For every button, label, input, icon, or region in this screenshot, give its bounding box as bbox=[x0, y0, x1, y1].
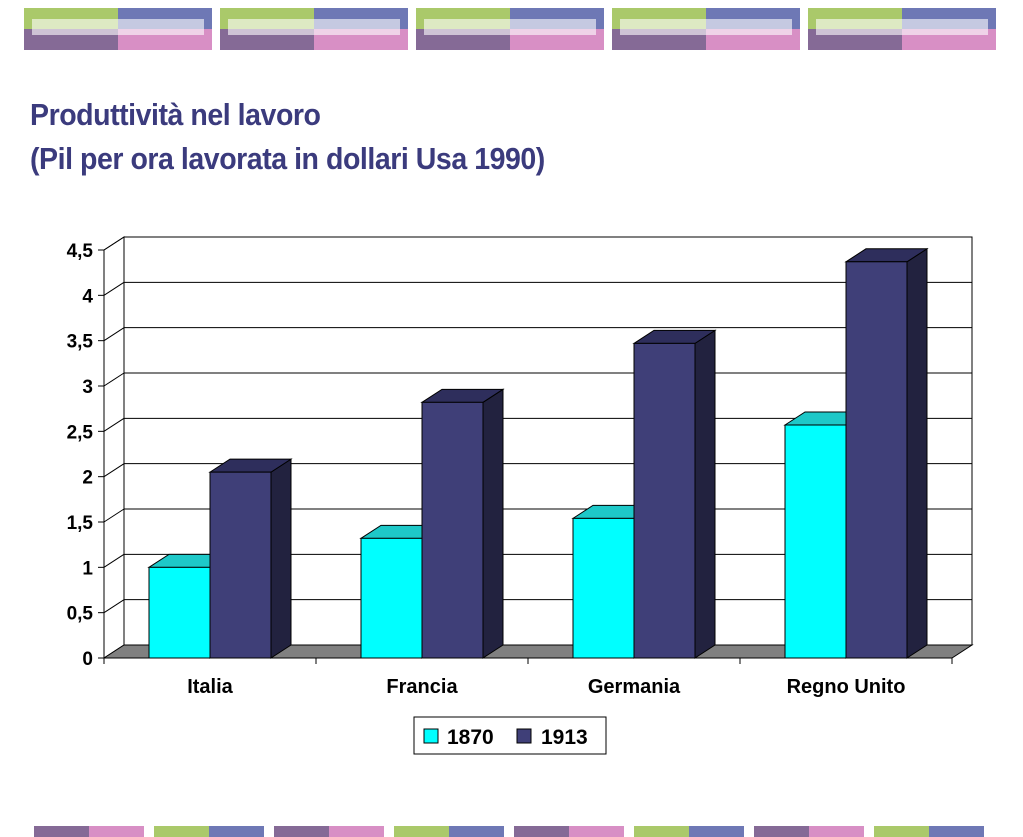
band-highlight bbox=[424, 19, 596, 36]
gridline-side bbox=[103, 281, 125, 296]
y-tick-label: 1,5 bbox=[67, 513, 94, 534]
band-segment bbox=[809, 826, 864, 837]
band-segment bbox=[754, 826, 809, 837]
bar-front bbox=[633, 342, 696, 659]
x-tick-label: Germania bbox=[588, 676, 681, 698]
band-segment bbox=[514, 826, 569, 837]
y-tick-label: 3,5 bbox=[67, 332, 94, 353]
title-line-1: Produttività nel lavoro bbox=[30, 97, 321, 132]
x-tick-label: Regno Unito bbox=[787, 676, 906, 698]
bar-side bbox=[906, 247, 928, 659]
gridline-side bbox=[103, 553, 125, 568]
bar-1913-francia bbox=[420, 388, 505, 659]
chart-left-wall bbox=[103, 236, 125, 659]
gridline-side bbox=[103, 599, 125, 614]
bar-front bbox=[360, 537, 423, 659]
band-segment bbox=[689, 826, 744, 837]
x-tick-label: Italia bbox=[187, 676, 233, 698]
band-segment bbox=[89, 826, 144, 837]
gridline-side bbox=[103, 236, 125, 251]
y-tick-label: 0,5 bbox=[67, 604, 94, 625]
bars bbox=[147, 247, 929, 659]
y-tick-label: 3 bbox=[82, 377, 93, 398]
legend-swatch-1913 bbox=[516, 728, 532, 744]
band-segment bbox=[929, 826, 984, 837]
band-highlight bbox=[228, 19, 400, 36]
y-tick-label: 4,5 bbox=[67, 241, 94, 262]
gridline-side bbox=[103, 508, 125, 523]
y-axis-ticks: 0 0,5 1 1,5 2 2,5 3 3,5 4 4,5 bbox=[67, 241, 104, 670]
band-highlight bbox=[816, 19, 988, 36]
bar-front bbox=[148, 566, 211, 659]
y-tick-label: 2 bbox=[82, 468, 93, 489]
bar-1913-regno-unito bbox=[844, 247, 929, 659]
band-highlight bbox=[32, 19, 204, 36]
y-tick-label: 0 bbox=[82, 649, 93, 670]
band-segment bbox=[329, 826, 384, 837]
legend-frame bbox=[413, 716, 607, 755]
band-segment bbox=[449, 826, 504, 837]
bar-1913-germania bbox=[632, 329, 717, 659]
x-axis-labels: Italia Francia Germania Regno Unito bbox=[187, 676, 905, 698]
y-tick-label: 1 bbox=[82, 558, 93, 579]
bar-front bbox=[572, 517, 635, 659]
bar-side bbox=[270, 458, 292, 659]
x-axis-ticks bbox=[103, 658, 953, 664]
title-line-2: (Pil per ora lavorata in dollari Usa 199… bbox=[30, 141, 545, 176]
top-decorative-band bbox=[24, 8, 1004, 52]
bar-front bbox=[784, 424, 847, 659]
band-highlight bbox=[620, 19, 792, 36]
gridline-side bbox=[103, 463, 125, 478]
bar-front bbox=[845, 261, 908, 659]
bar-side bbox=[482, 388, 504, 659]
band-segment bbox=[209, 826, 264, 837]
legend-label-1913: 1913 bbox=[541, 726, 588, 749]
bar-side bbox=[694, 329, 716, 659]
slide-title: Produttività nel lavoro (Pil per ora lav… bbox=[30, 93, 545, 181]
band-segment bbox=[634, 826, 689, 837]
legend-label-1870: 1870 bbox=[447, 726, 494, 749]
legend-swatch-1870 bbox=[423, 728, 439, 744]
legend: 1870 1913 bbox=[413, 716, 607, 755]
bar-front bbox=[209, 471, 272, 659]
bar-1913-italia bbox=[208, 458, 293, 659]
bar-front bbox=[421, 401, 484, 659]
band-segment bbox=[154, 826, 209, 837]
band-segment bbox=[874, 826, 929, 837]
band-segment bbox=[34, 826, 89, 837]
band-segment bbox=[394, 826, 449, 837]
gridline-side bbox=[103, 327, 125, 342]
y-tick-label: 4 bbox=[82, 286, 93, 307]
x-tick-label: Francia bbox=[386, 676, 458, 698]
gridline-side bbox=[103, 372, 125, 387]
band-segment bbox=[569, 826, 624, 837]
bottom-decorative-band bbox=[34, 826, 984, 837]
y-tick-label: 2,5 bbox=[67, 422, 94, 443]
gridline-side bbox=[103, 417, 125, 432]
band-segment bbox=[274, 826, 329, 837]
